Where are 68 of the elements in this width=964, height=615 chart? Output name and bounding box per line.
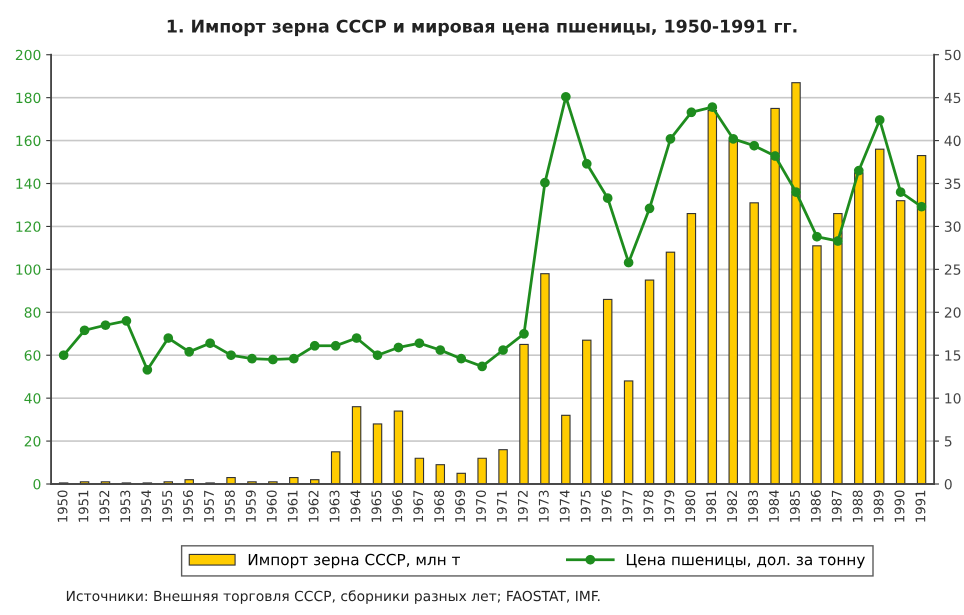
x-tick-label: 1958 xyxy=(224,490,235,522)
y2-tick-label: 50 xyxy=(944,50,961,60)
x-tick-label: 1970 xyxy=(476,490,486,522)
y2-tick-label: 35 xyxy=(944,178,960,189)
x-tick-label: 1981 xyxy=(706,490,716,522)
x-tick-label: 1955 xyxy=(162,490,172,522)
x-tick-label: 1978 xyxy=(643,490,654,522)
x-tick-label: 1950 xyxy=(57,490,68,522)
y2-tick-label: 10 xyxy=(945,393,961,404)
x-tick-label: 1987 xyxy=(832,490,842,522)
y-tick-label: 0 xyxy=(33,478,40,490)
x-tick-label: 1973 xyxy=(538,490,549,522)
y2-tick-label: 5 xyxy=(944,436,952,447)
x-tick-label: 1954 xyxy=(141,490,152,522)
x-tick-label: 1988 xyxy=(852,490,863,522)
y2-tick-label: 15 xyxy=(945,350,960,361)
x-tick-label: 1962 xyxy=(308,490,319,522)
x-tick-label: 1991 xyxy=(915,490,926,522)
x-tick-label: 1983 xyxy=(748,490,758,522)
y-tick-label: 120 xyxy=(16,221,40,232)
x-tick-label: 1952 xyxy=(99,490,110,522)
y2-tick-label: 45 xyxy=(944,92,960,104)
x-tick-label: 1959 xyxy=(246,490,256,522)
x-tick-label: 1964 xyxy=(350,490,360,522)
y-tick-label: 140 xyxy=(16,178,40,189)
y-tick-label: 180 xyxy=(16,92,40,104)
x-tick-label: 1956 xyxy=(183,490,194,522)
x-tick-label: 1957 xyxy=(204,490,214,522)
x-tick-label: 1963 xyxy=(330,490,340,522)
x-tick-label: 1969 xyxy=(455,490,466,522)
y-tick-label: 100 xyxy=(16,264,40,275)
x-tick-label: 1990 xyxy=(894,490,904,522)
x-tick-label: 1953 xyxy=(120,490,130,522)
y2-tick-label: 20 xyxy=(944,307,961,318)
x-tick-label: 1968 xyxy=(434,490,444,522)
x-tick-label: 1960 xyxy=(266,490,277,522)
x-tick-label: 1982 xyxy=(727,490,738,522)
legend-label: Цена пшеницы, дол. за тонну xyxy=(626,554,865,568)
x-tick-label: 1984 xyxy=(768,490,779,522)
x-tick-label: 1980 xyxy=(685,490,696,522)
legend-label: Импорт зерна СССР, млн т xyxy=(248,554,460,568)
x-tick-label: 1972 xyxy=(518,490,528,522)
y2-tick-label: 30 xyxy=(944,221,961,232)
x-tick-label: 1961 xyxy=(288,490,298,522)
chart-title: 1. Импорт зерна СССР и мировая цена пшеницы, 1950-1991 гг. xyxy=(168,20,796,36)
x-tick-label: 1989 xyxy=(874,490,884,522)
y-tick-label: 20 xyxy=(24,436,40,447)
y2-tick-label: 0 xyxy=(944,478,952,490)
y-tick-label: 80 xyxy=(24,307,40,318)
x-tick-label: 1986 xyxy=(810,490,821,522)
x-tick-label: 1966 xyxy=(392,490,402,522)
x-tick-label: 1967 xyxy=(413,490,424,522)
y-tick-label: 200 xyxy=(16,50,40,60)
x-tick-label: 1977 xyxy=(622,490,632,522)
y2-tick-label: 25 xyxy=(944,264,960,275)
x-tick-label: 1951 xyxy=(78,490,88,522)
y-tick-label: 40 xyxy=(24,393,40,404)
x-tick-label: 1965 xyxy=(371,490,382,522)
y2-tick-label: 40 xyxy=(944,136,961,146)
x-tick-label: 1979 xyxy=(664,490,674,522)
x-tick-label: 1974 xyxy=(560,490,570,522)
x-tick-label: 1985 xyxy=(790,490,800,522)
x-tick-label: 1976 xyxy=(602,490,612,522)
text: Источники: Внешняя торговля СССР, сборники разных лет; FAOSTAT, IMF. xyxy=(66,590,600,604)
x-tick-label: 1971 xyxy=(496,490,507,522)
y-tick-label: 60 xyxy=(24,350,40,361)
x-tick-label: 1975 xyxy=(580,490,591,522)
y-tick-label: 160 xyxy=(16,136,40,146)
